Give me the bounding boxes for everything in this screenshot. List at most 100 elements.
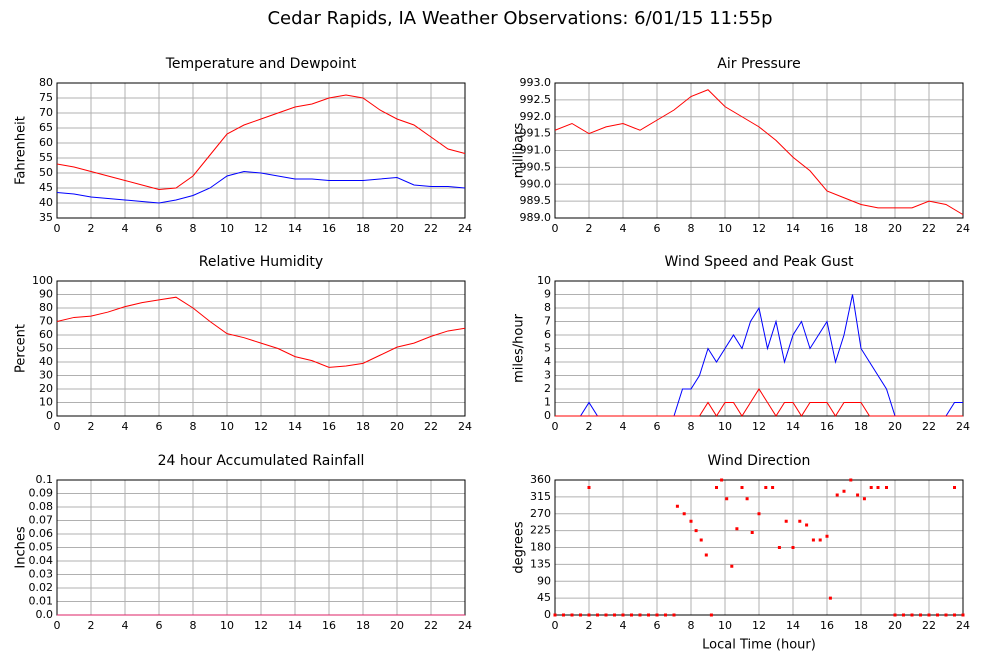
data-point [764, 486, 768, 489]
y-tick-label: 180 [530, 541, 551, 554]
data-point [777, 546, 781, 549]
data-point [862, 497, 866, 501]
x-tick-label: 6 [654, 222, 661, 235]
y-tick-label: 0.08 [29, 500, 54, 513]
x-tick-label: 8 [688, 222, 695, 235]
data-point [849, 478, 853, 482]
x-tick-label: 8 [688, 420, 695, 433]
data-line [56, 94, 466, 191]
x-tick-label: 18 [356, 420, 370, 433]
y-tick-label: 991.0 [520, 144, 552, 157]
data-point [570, 613, 574, 617]
x-tick-label: 4 [620, 619, 627, 632]
data-point [757, 512, 761, 516]
x-tick-label: 6 [156, 420, 163, 433]
data-point [709, 613, 713, 617]
data-point [842, 489, 846, 493]
y-tick-label: 20 [39, 382, 53, 395]
x-tick-label: 14 [288, 619, 302, 632]
y-tick-label: 6 [544, 328, 551, 341]
y-tick-label: 60 [39, 328, 53, 341]
y-tick-label: 4 [544, 355, 551, 368]
x-tick-label: 16 [322, 619, 336, 632]
x-tick-label: 4 [122, 619, 129, 632]
y-tick-label: 0.04 [29, 554, 54, 567]
data-line [56, 170, 466, 204]
x-tick-label: 12 [254, 222, 268, 235]
y-axis-label: Fahrenheit [14, 116, 29, 185]
y-tick-label: 992.5 [520, 93, 552, 106]
data-point [725, 497, 729, 501]
data-point [791, 546, 795, 549]
data-point [811, 538, 815, 542]
plot-frame [554, 479, 964, 616]
panel-title: Air Pressure [717, 56, 800, 72]
data-point [630, 613, 633, 617]
x-tick-label: 6 [156, 619, 163, 632]
x-tick-label: 4 [620, 222, 627, 235]
x-tick-label: 14 [786, 222, 800, 235]
plot-frame [56, 280, 466, 417]
x-tick-label: 4 [620, 420, 627, 433]
data-point [647, 613, 650, 617]
x-tick-label: 8 [688, 619, 695, 632]
x-tick-label: 12 [254, 619, 268, 632]
y-tick-label: 0 [544, 608, 551, 621]
y-axis-label: degrees [512, 521, 527, 574]
data-point [919, 613, 922, 617]
y-axis-label: millibars [512, 123, 527, 179]
y-tick-label: 989.5 [520, 194, 552, 207]
panel-title: Relative Humidity [199, 254, 323, 270]
data-point [699, 538, 703, 542]
data-point [750, 531, 754, 534]
x-tick-label: 8 [190, 619, 197, 632]
x-tick-label: 6 [654, 420, 661, 433]
x-tick-label: 0 [552, 420, 559, 433]
x-tick-label: 10 [718, 619, 732, 632]
y-axis-label: miles/hour [512, 313, 527, 382]
y-tick-label: 0.05 [29, 541, 54, 554]
data-point [745, 497, 749, 501]
x-tick-label: 20 [888, 420, 902, 433]
data-point [682, 512, 686, 516]
y-tick-label: 55 [39, 151, 53, 164]
y-tick-label: 40 [39, 355, 53, 368]
x-tick-label: 6 [654, 619, 661, 632]
data-point [587, 486, 591, 489]
x-tick-label: 14 [786, 420, 800, 433]
x-tick-label: 24 [458, 222, 472, 235]
x-tick-label: 24 [458, 619, 472, 632]
data-point [953, 613, 956, 617]
data-point [936, 613, 939, 617]
x-tick-label: 10 [220, 619, 234, 632]
x-tick-label: 2 [88, 619, 95, 632]
y-tick-label: 60 [39, 136, 53, 149]
data-point [927, 613, 931, 617]
x-tick-label: 24 [458, 420, 472, 433]
data-point [562, 613, 565, 617]
data-point [655, 613, 659, 617]
data-point [613, 613, 616, 617]
x-tick-label: 24 [956, 420, 970, 433]
x-tick-label: 20 [390, 222, 404, 235]
y-tick-label: 80 [39, 76, 53, 89]
y-tick-label: 90 [537, 574, 551, 587]
y-tick-label: 65 [39, 121, 53, 134]
x-tick-label: 22 [424, 222, 438, 235]
y-tick-label: 0.07 [29, 514, 54, 527]
x-tick-label: 22 [922, 420, 936, 433]
data-point [902, 613, 905, 617]
y-tick-label: 0.06 [29, 527, 54, 540]
x-tick-label: 6 [156, 222, 163, 235]
y-tick-label: 100 [32, 274, 53, 287]
plot-frame [554, 280, 964, 417]
x-tick-label: 10 [220, 420, 234, 433]
data-point [856, 493, 860, 497]
x-tick-label: 4 [122, 222, 129, 235]
x-tick-label: 0 [552, 222, 559, 235]
data-point [876, 486, 880, 489]
y-tick-label: 8 [544, 301, 551, 314]
data-point [825, 534, 829, 538]
y-tick-label: 3 [544, 369, 551, 382]
x-tick-label: 0 [552, 619, 559, 632]
